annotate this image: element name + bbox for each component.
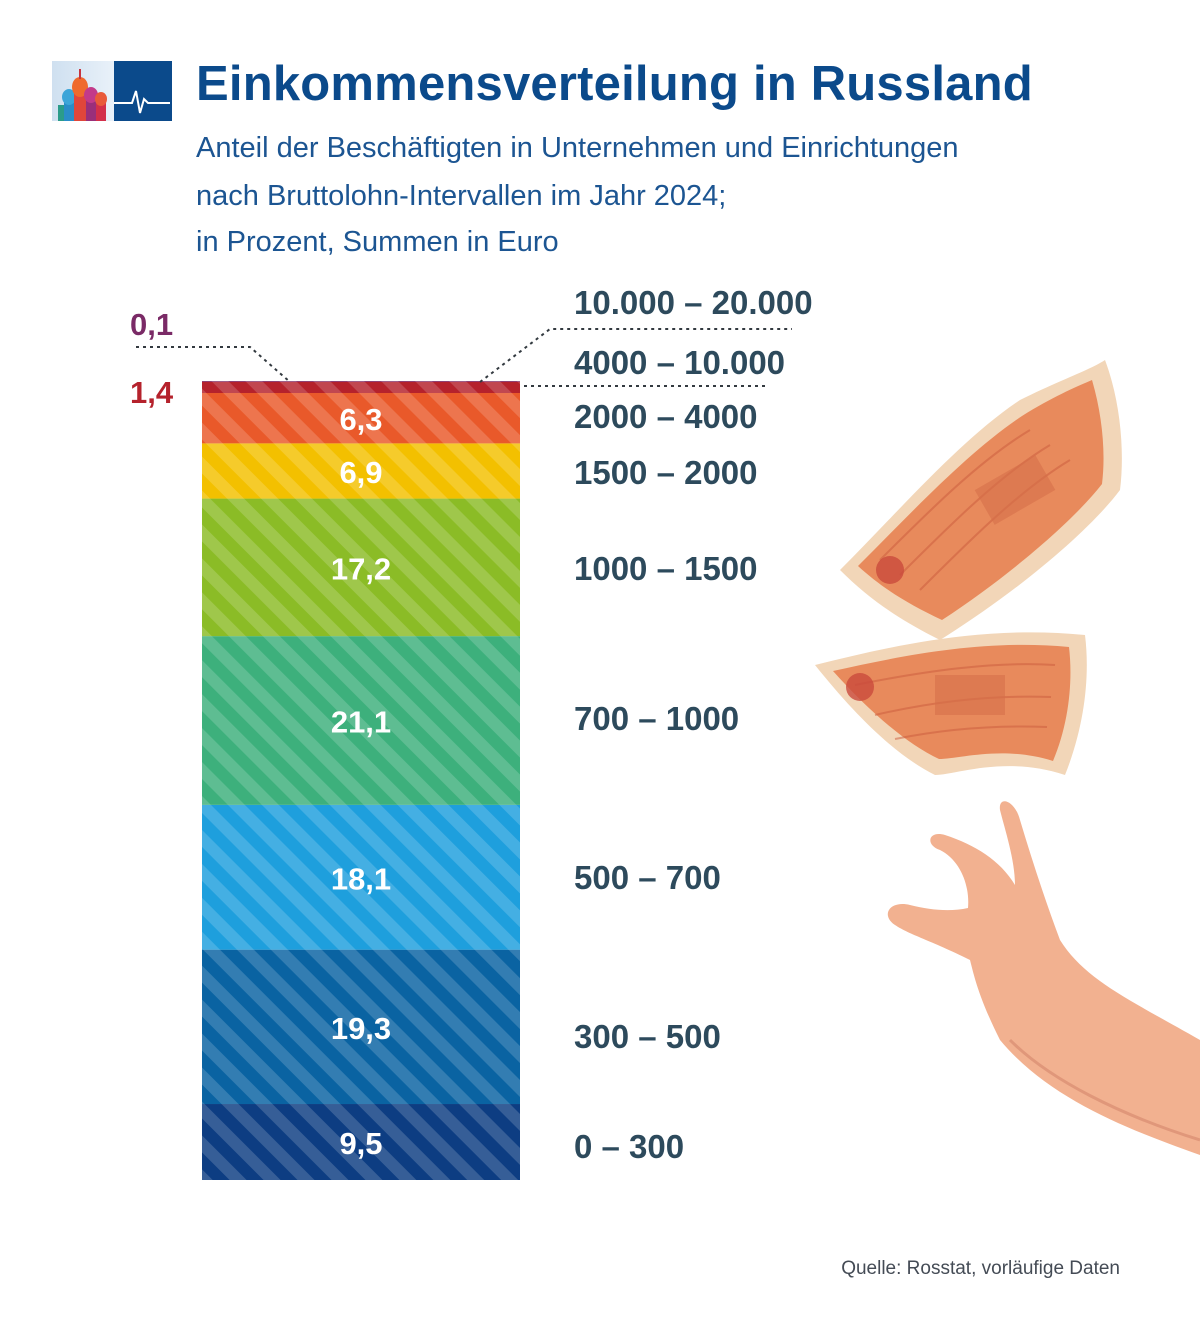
- bar-segment-stripes-3: [202, 636, 520, 805]
- bar-segment-stripes-2: [202, 804, 520, 950]
- value-label-0: 9,5: [339, 1126, 382, 1161]
- value-label-2: 18,1: [331, 861, 391, 896]
- source-note: Quelle: Rosstat, vorläufige Daten: [841, 1258, 1120, 1279]
- category-label-0: 0 – 300: [574, 1128, 684, 1165]
- category-label-6: 2000 – 4000: [574, 398, 758, 435]
- callout-line-left: [136, 346, 291, 383]
- bar-segment-stripes-4: [202, 498, 520, 637]
- banknote-5000-rubles-icon: [815, 632, 1087, 775]
- callout-line-top: [479, 328, 792, 383]
- value-label-5: 6,9: [339, 455, 382, 490]
- bar-segment-stripes-5: [202, 443, 520, 499]
- bar-segment-stripes-0: [202, 1104, 520, 1180]
- value-label-6: 6,3: [339, 402, 382, 437]
- bar-segment-stripes-8: [202, 381, 520, 382]
- category-label-3: 700 – 1000: [574, 700, 739, 737]
- subtitle-line-3: in Prozent, Summen in Euro: [196, 226, 559, 258]
- page-title: Einkommensverteilung in Russland: [196, 57, 1033, 111]
- category-label-1: 300 – 500: [574, 1018, 721, 1055]
- bar-segment-stripes-6: [202, 392, 520, 444]
- money-hand-illustration: [815, 360, 1200, 1155]
- value-label-8: 0,1: [130, 307, 173, 342]
- bar-segment-stripes-1: [202, 949, 520, 1105]
- subtitle-line-2: nach Bruttolohn-Intervallen im Jahr 2024…: [196, 180, 727, 212]
- value-label-1: 19,3: [331, 1011, 391, 1046]
- hand-icon: [887, 801, 1200, 1155]
- value-label-7: 1,4: [130, 375, 174, 410]
- subtitle-line-1: Anteil der Beschäftigten in Unternehmen …: [196, 132, 959, 164]
- category-label-7: 4000 – 10.000: [574, 344, 785, 381]
- bar-segment-stripes-7: [202, 381, 520, 393]
- banknote-5000-rubles-icon: [840, 360, 1122, 640]
- value-label-4: 17,2: [331, 551, 391, 586]
- category-label-5: 1500 – 2000: [574, 454, 758, 491]
- category-label-8: 10.000 – 20.000: [574, 284, 813, 321]
- category-label-4: 1000 – 1500: [574, 550, 758, 587]
- logo: [52, 61, 172, 121]
- category-label-2: 500 – 700: [574, 859, 721, 896]
- value-label-3: 21,1: [331, 705, 391, 740]
